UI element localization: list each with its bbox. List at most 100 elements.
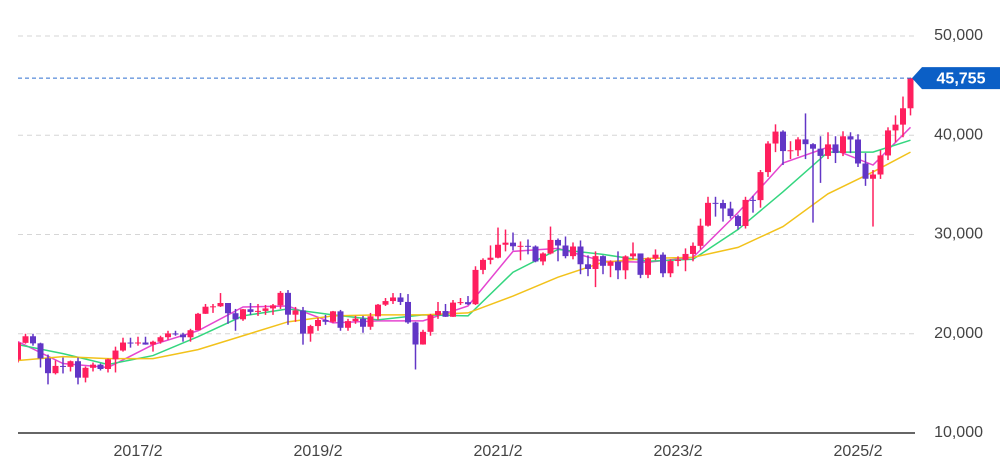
candle-body xyxy=(622,256,629,271)
candle-body xyxy=(667,261,674,274)
candle-body xyxy=(630,253,636,257)
candle-body xyxy=(292,310,299,315)
candle-body xyxy=(780,131,786,152)
candle-body xyxy=(52,365,59,374)
candle-body xyxy=(637,253,644,275)
candle-body xyxy=(750,199,756,201)
candle-body xyxy=(240,309,246,320)
y-tick-label: 10,000 xyxy=(934,424,983,441)
candle-body xyxy=(45,358,51,374)
candle-body xyxy=(795,139,801,151)
candle-body xyxy=(840,136,846,154)
moving-average-line xyxy=(18,126,912,369)
candle-body xyxy=(825,144,831,156)
candle-body xyxy=(60,365,66,367)
y-tick-label: 30,000 xyxy=(934,226,983,243)
candle-body xyxy=(322,320,329,322)
candle-body xyxy=(510,242,516,247)
candle-body xyxy=(480,259,486,270)
candle-body xyxy=(435,311,441,316)
candle-body xyxy=(900,108,906,125)
candle-body xyxy=(585,264,591,269)
candle-body xyxy=(855,139,861,164)
candle-body xyxy=(105,359,111,369)
candle-body xyxy=(172,333,179,335)
candle-body xyxy=(472,269,479,305)
x-tick-label: 2023/2 xyxy=(654,443,703,460)
candle-body xyxy=(135,342,141,344)
y-tick-label: 50,000 xyxy=(934,27,983,44)
candle-body xyxy=(570,246,576,257)
candle-body xyxy=(187,330,194,338)
candle-body xyxy=(487,257,494,260)
candle-body xyxy=(450,302,456,317)
candle-body xyxy=(877,155,884,175)
candle-body xyxy=(18,342,21,360)
candle-body xyxy=(127,342,134,344)
candle-body xyxy=(90,364,96,368)
candle-body xyxy=(142,342,149,345)
candle-body xyxy=(67,361,74,367)
candle-body xyxy=(540,253,546,262)
candle-body xyxy=(180,334,186,338)
candle-body xyxy=(660,254,666,274)
candle-body xyxy=(577,246,584,265)
candle-body xyxy=(277,292,284,306)
candle-body xyxy=(532,246,539,262)
candle-body xyxy=(37,343,44,359)
labels: 10,000 20,000 30,000 40,000 50,000 2017/2 2019… xyxy=(18,27,1000,460)
candle-body xyxy=(787,150,794,152)
candle-body xyxy=(157,337,164,342)
candle-body xyxy=(337,311,344,328)
candle-body xyxy=(765,143,771,173)
candle-body xyxy=(705,202,711,226)
candle-body xyxy=(360,318,366,327)
x-tick-label: 2025/2 xyxy=(834,443,883,460)
plot-area xyxy=(18,77,914,385)
candle-body xyxy=(697,225,704,246)
candle-body xyxy=(270,305,276,309)
candle-body xyxy=(30,336,36,344)
candle-body xyxy=(645,258,651,275)
candle-body xyxy=(615,261,621,271)
candle-body xyxy=(352,318,359,322)
candle-body xyxy=(382,301,389,305)
candle-body xyxy=(217,303,224,307)
candle-body xyxy=(547,239,554,254)
candle-body xyxy=(427,315,434,332)
candle-body xyxy=(247,309,254,312)
candle-body xyxy=(367,316,374,327)
candle-body xyxy=(307,326,314,334)
candle-body xyxy=(600,256,606,266)
y-tick-label: 20,000 xyxy=(934,325,983,342)
candle-body xyxy=(802,139,809,145)
candle-body xyxy=(847,136,854,140)
candle-body xyxy=(397,297,404,302)
candle-body xyxy=(757,172,764,201)
candle-body xyxy=(862,163,869,179)
candle-body xyxy=(112,350,119,360)
candle-body xyxy=(607,261,614,266)
candle-body xyxy=(727,208,734,217)
moving-average-line xyxy=(18,139,911,366)
candle-body xyxy=(870,174,876,179)
candle-body xyxy=(390,297,396,302)
candle-body xyxy=(810,144,816,149)
candle-body xyxy=(315,320,321,327)
candle-body xyxy=(202,306,209,314)
candle-body xyxy=(195,313,201,331)
candle-body xyxy=(412,322,419,345)
y-tick-label: 40,000 xyxy=(934,126,983,143)
candle-body xyxy=(675,259,681,262)
candle-body xyxy=(262,308,269,311)
candle-body xyxy=(22,336,29,343)
candle-body xyxy=(502,242,509,245)
candle-body xyxy=(592,256,599,269)
candle-body xyxy=(345,321,351,328)
candle-body xyxy=(555,239,561,246)
candle-body xyxy=(562,245,569,257)
candle-body xyxy=(82,367,89,378)
candle-body xyxy=(885,130,891,156)
